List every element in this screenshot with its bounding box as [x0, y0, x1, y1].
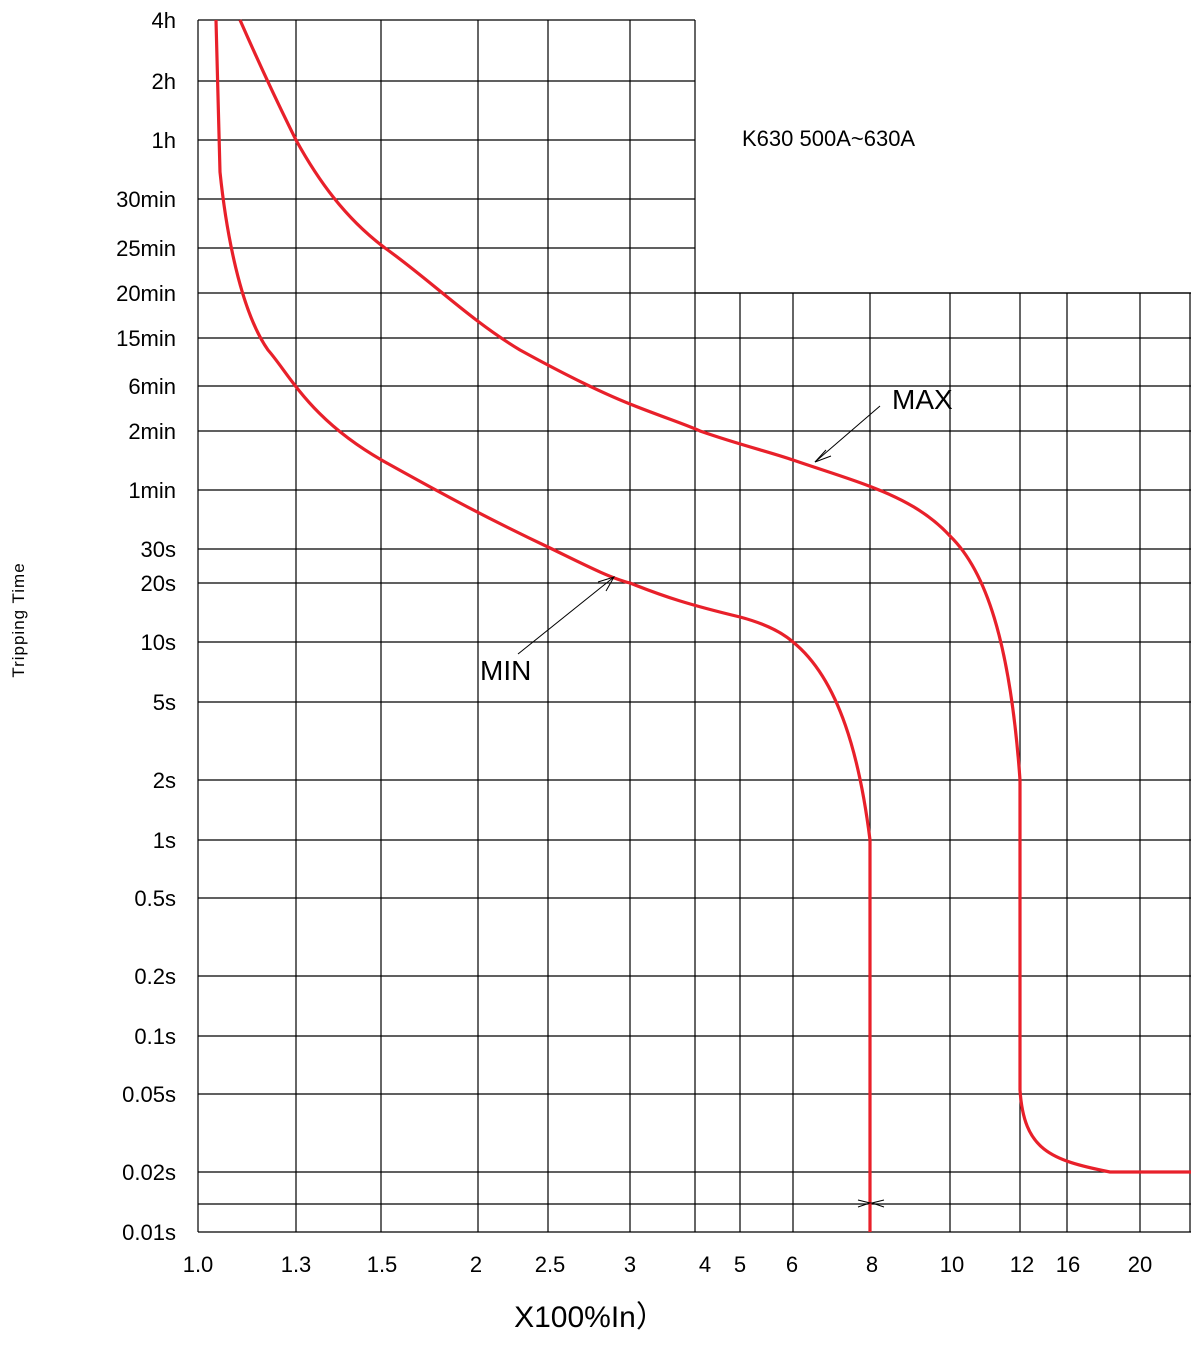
y-tick-label: 1h	[152, 128, 176, 153]
max-pointer	[814, 405, 881, 463]
min-pointer	[517, 576, 616, 655]
y-tick-label: 6min	[128, 374, 176, 399]
y-axis-ticks: 4h 2h 1h 30min 25min 20min 15min 6min 2min 1min 30…	[116, 8, 176, 1245]
grid	[197, 19, 1191, 1233]
x-tick-label: 20	[1128, 1252, 1152, 1277]
series-min-curve	[214, 19, 872, 1232]
y-tick-label: 0.2s	[134, 964, 176, 989]
x-axis-label: X100%In）	[514, 1301, 666, 1334]
x-tick-label: 12	[1010, 1252, 1034, 1277]
x-tick-label: 3	[624, 1252, 636, 1277]
y-tick-label: 2min	[128, 419, 176, 444]
x-tick-label: 1.5	[367, 1252, 398, 1277]
x-tick-label: 1.3	[281, 1252, 312, 1277]
y-tick-label: 10s	[141, 630, 176, 655]
y-tick-label: 0.05s	[122, 1082, 176, 1107]
y-tick-label: 25min	[116, 236, 176, 261]
x-tick-label: 6	[786, 1252, 798, 1277]
y-tick-label: 20min	[116, 281, 176, 306]
y-tick-label: 30s	[141, 537, 176, 562]
series-max-curve	[238, 19, 1191, 1174]
y-tick-label: 4h	[152, 8, 176, 33]
y-tick-label: 30min	[116, 187, 176, 212]
y-tick-label: 2h	[152, 69, 176, 94]
y-tick-label: 2s	[153, 768, 176, 793]
x-tick-label: 2.5	[535, 1252, 566, 1277]
y-tick-label: 0.1s	[134, 1024, 176, 1049]
x-tick-label: 10	[940, 1252, 964, 1277]
y-tick-label: 20s	[141, 571, 176, 596]
x-axis-ticks: 1.0 1.3 1.5 2 2.5 3 4 5 6 8 10 12 16 20	[183, 1252, 1153, 1277]
chart-annotation: K630 500A~630A	[742, 126, 915, 151]
x-tick-label: 5	[734, 1252, 746, 1277]
legend-label-min: MIN	[480, 655, 531, 686]
x-tick-label: 16	[1056, 1252, 1080, 1277]
y-tick-label: 5s	[153, 690, 176, 715]
y-tick-label: 0.01s	[122, 1220, 176, 1245]
y-tick-label: 0.02s	[122, 1160, 176, 1185]
y-tick-label: 15min	[116, 326, 176, 351]
x-tick-label: 4	[699, 1252, 711, 1277]
y-axis-label: Tripping Time	[9, 562, 28, 677]
y-tick-label: 0.5s	[134, 886, 176, 911]
x-tick-label: 1.0	[183, 1252, 214, 1277]
x-tick-label: 8	[866, 1252, 878, 1277]
y-tick-label: 1s	[153, 828, 176, 853]
marker-8x	[857, 1199, 885, 1208]
y-tick-label: 1min	[128, 478, 176, 503]
legend-label-max: MAX	[892, 384, 953, 415]
x-tick-label: 2	[470, 1252, 482, 1277]
